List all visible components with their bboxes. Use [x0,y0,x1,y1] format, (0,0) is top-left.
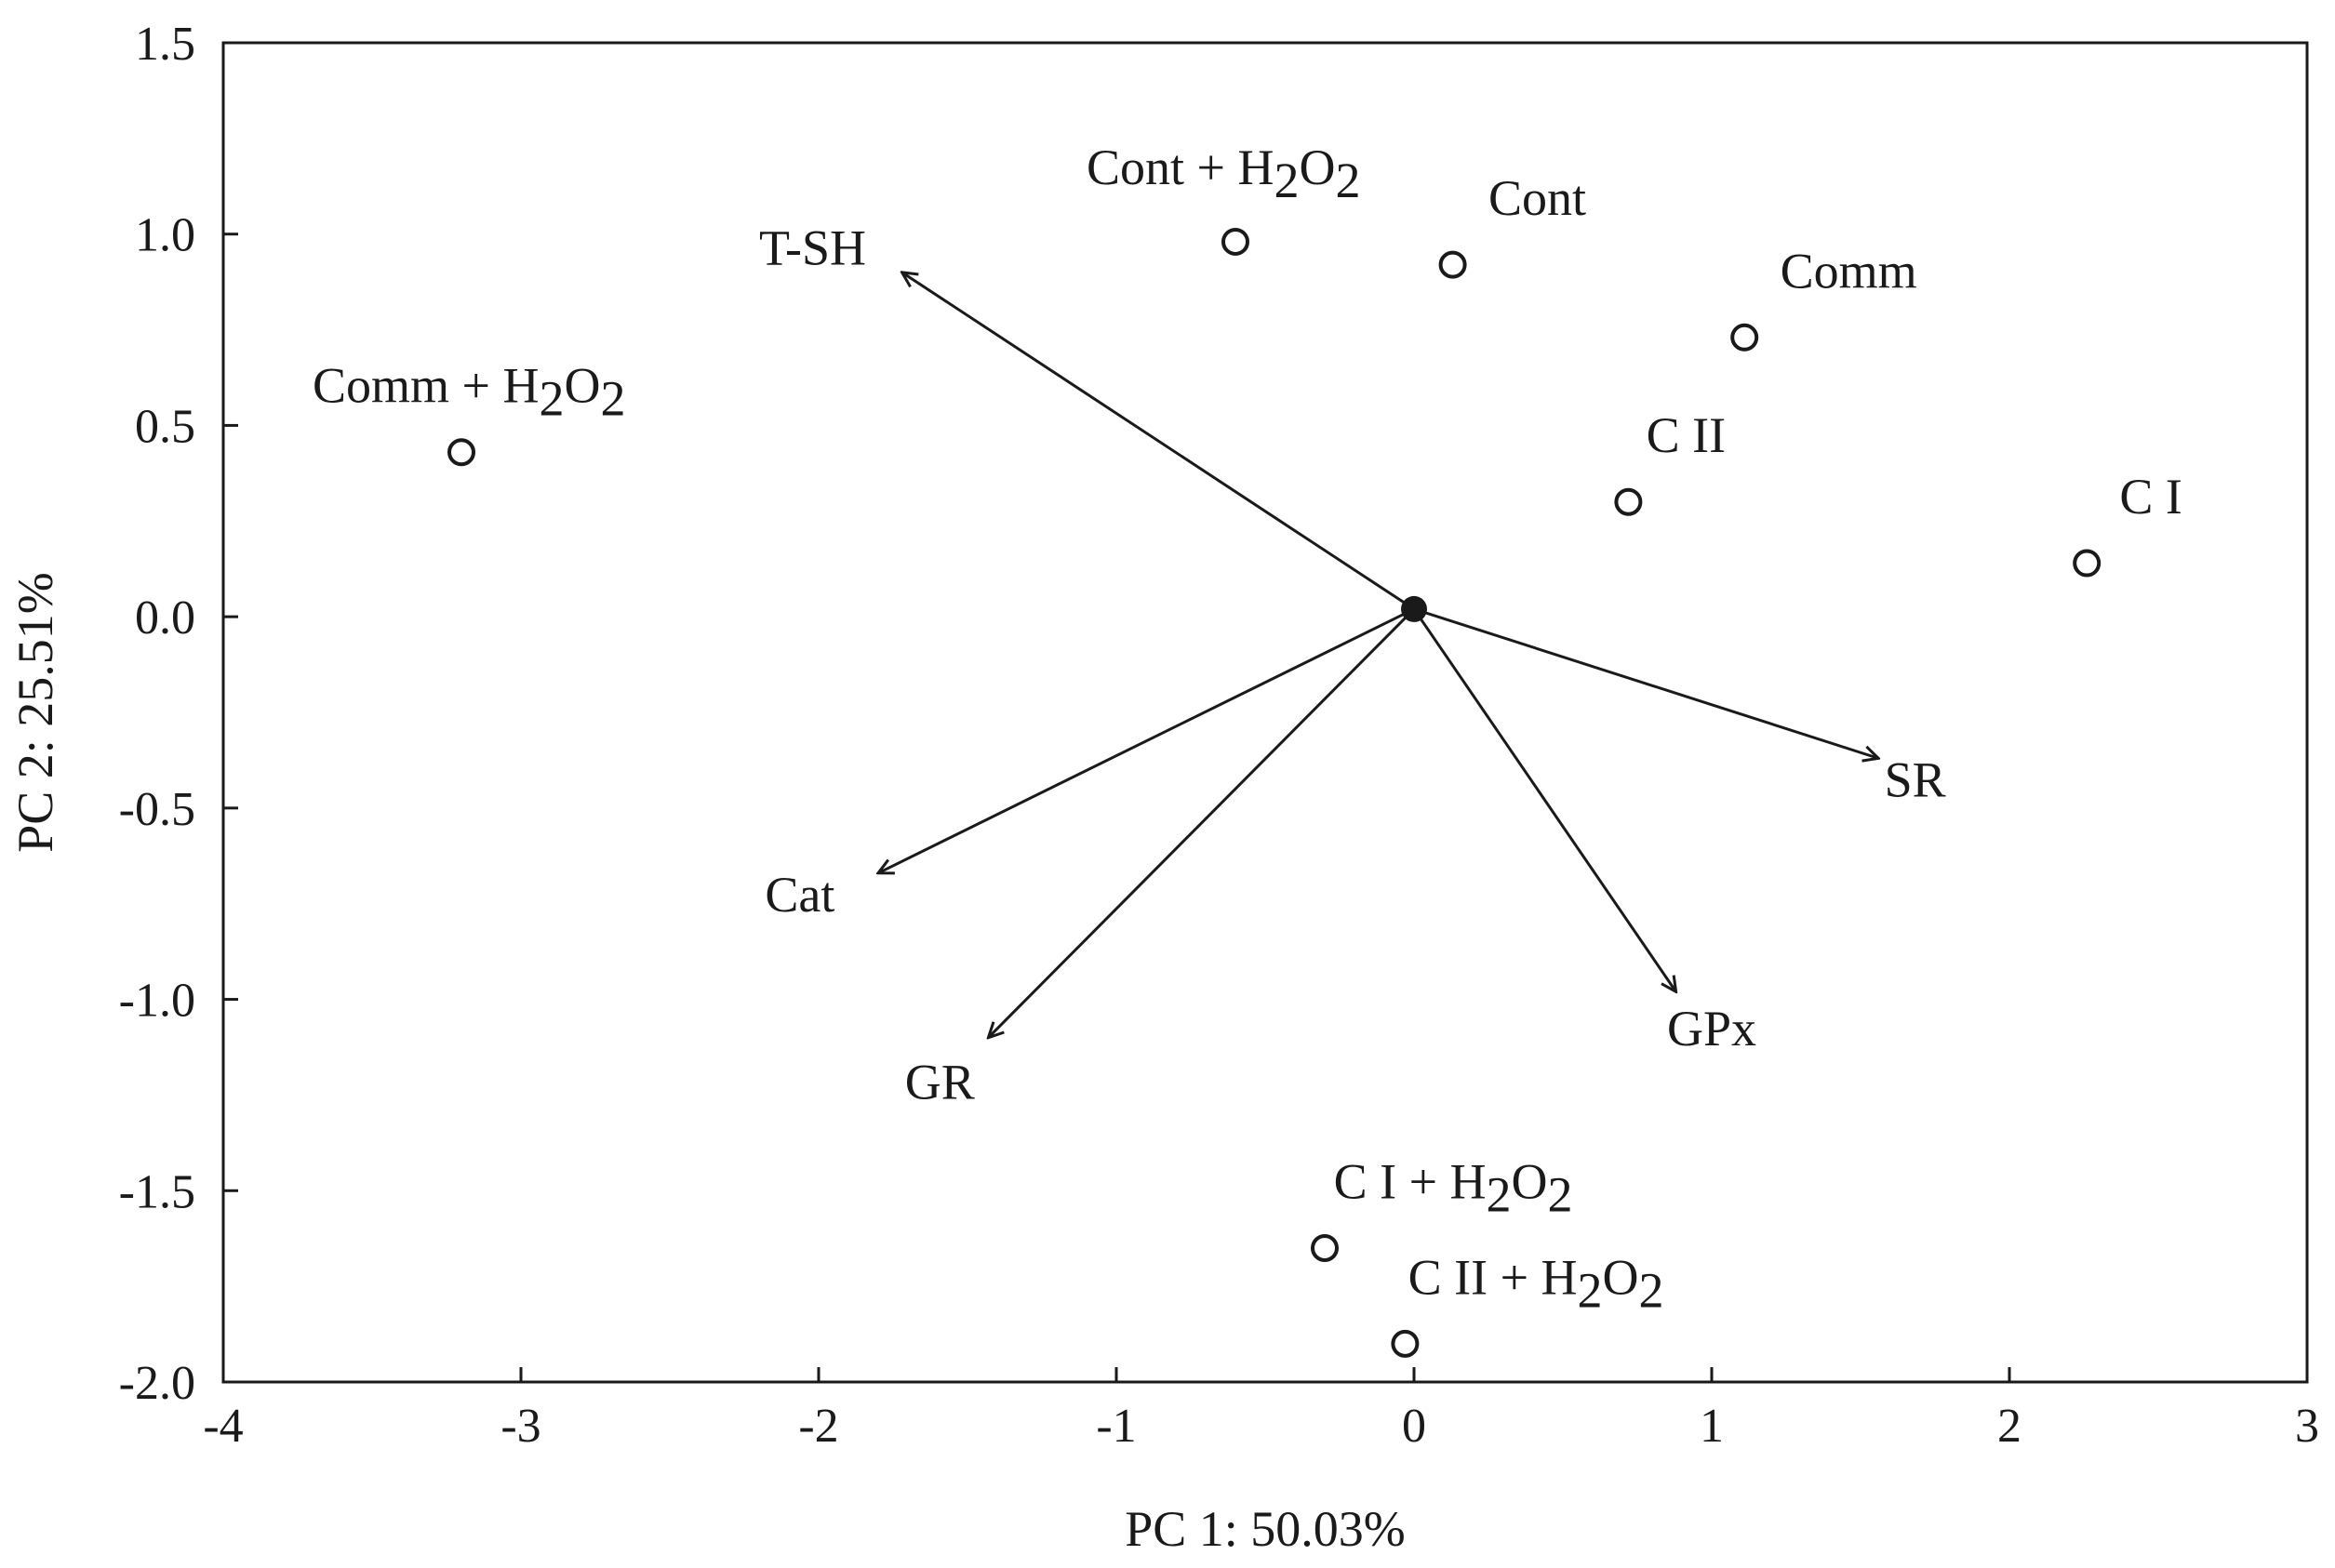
label-text: Cont + H [1087,140,1274,195]
x-tick-label: -2 [798,1400,838,1453]
y-tick-label: -0.5 [119,783,195,836]
label-text: Comm + H [313,358,539,414]
label-subscript: 2 [1578,1262,1603,1318]
loading-label-gr: GR [905,1055,975,1110]
plot-frame [221,41,2309,1384]
score-point-comm-h2o2 [447,438,475,467]
x-tick-label: -4 [203,1400,243,1453]
x-tick-label: -1 [1096,1400,1136,1453]
point-label-cont-h2o2: Cont + H2O2 [1087,140,1360,208]
label-text: O [1512,1154,1548,1210]
loading-label-t-sh: T-SH [759,220,866,276]
label-text: Comm [1781,243,1917,299]
score-point-cont [1438,250,1467,279]
loading-label-gpx: GPx [1667,1001,1756,1056]
score-point-c-ii-h2o2 [1391,1329,1420,1358]
x-tick-label: 0 [1402,1400,1426,1453]
point-label-c-ii: C II [1647,407,1726,463]
label-subscript: 2 [1335,153,1360,208]
x-tick-label: 2 [1997,1400,2021,1453]
y-tick-label: -1.0 [119,975,195,1028]
label-text: O [1603,1249,1639,1305]
score-point-cont-h2o2 [1221,227,1249,256]
loading-arrow-sr [1413,607,1878,758]
loading-label-cat: Cat [765,867,834,923]
label-text: O [564,358,600,414]
label-subscript: 2 [539,371,564,427]
x-tick-label: 3 [2295,1400,2319,1453]
point-label-cont: Cont [1488,170,1586,226]
y-tick-label: 1.0 [135,209,195,262]
label-text: C I [2119,469,2182,525]
label-text: C II + H [1408,1249,1578,1305]
label-subscript: 2 [1548,1167,1573,1223]
label-subscript: 2 [600,371,625,427]
label-subscript: 2 [1487,1167,1512,1223]
x-tick-label: -3 [500,1400,540,1453]
loading-arrow-cat [878,607,1415,873]
loading-arrow-t-sh [902,272,1415,611]
axis-ticks: -4 -3 -2 -1 0 1 2 3 1.5 1.0 0.5 0.0 -0.5 -1.0 -1.5 -2.0 [119,18,2319,1453]
score-point-comm [1730,323,1759,352]
x-axis-title: PC 1: 50.03% [1125,1501,1406,1557]
score-point-c-i-h2o2 [1311,1234,1339,1262]
score-point-c-ii [1614,487,1643,516]
y-tick-label: -1.5 [119,1165,195,1218]
point-label-c-ii-h2o2: C II + H2O2 [1408,1249,1664,1318]
label-text: C I + H [1334,1154,1487,1210]
label-text: C II [1647,407,1726,463]
y-tick-label: 0.0 [135,591,195,644]
point-label-c-i-h2o2: C I + H2O2 [1334,1154,1573,1223]
origin-marker [1401,595,1427,622]
point-label-comm-h2o2: Comm + H2O2 [313,358,625,427]
label-text: O [1299,140,1335,195]
y-tick-label: -2.0 [119,1357,195,1410]
x-tick-label: 1 [1700,1400,1724,1453]
score-point-c-i [2073,549,2102,578]
label-subscript: 2 [1274,153,1299,208]
label-subscript: 2 [1639,1262,1664,1318]
loading-arrow-gpx [1412,608,1676,991]
label-text: Cont [1488,170,1586,226]
point-label-c-i: C I [2119,469,2182,525]
point-label-comm: Comm [1781,243,1917,299]
loading-vectors: T-SH SR Cat GR GPx [759,220,1946,1110]
y-tick-label: 0.5 [135,400,195,453]
loading-arrow-gr [988,607,1416,1038]
y-tick-label: 1.5 [135,18,195,71]
loading-label-sr: SR [1885,752,1946,808]
y-axis-title: PC 2: 25.51% [7,572,63,853]
